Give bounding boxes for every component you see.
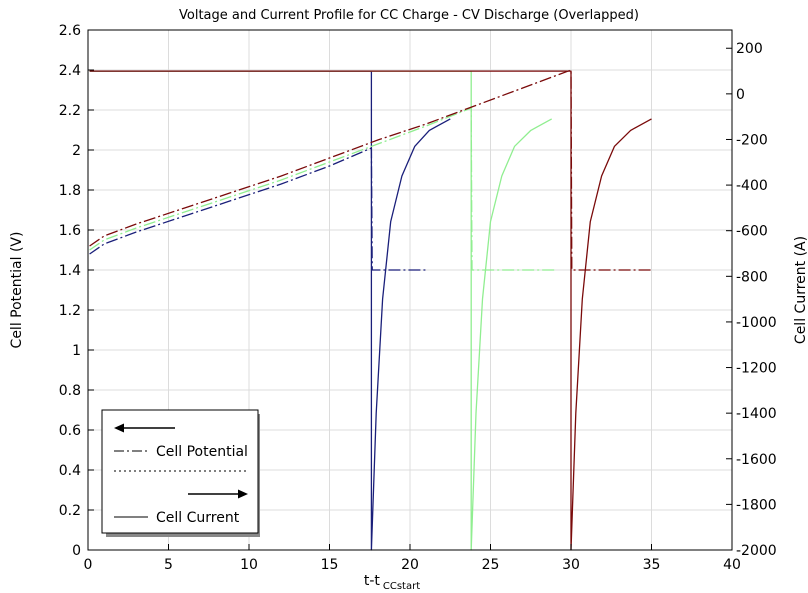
legend-arrow-left-icon <box>114 423 124 433</box>
right-y-tick-label: 200 <box>736 41 763 57</box>
legend-entry-cell-potential: Cell Potential <box>156 444 248 460</box>
series-line-current-3 <box>89 70 553 551</box>
series-line-potential-0 <box>89 147 427 271</box>
left-y-tick-label: 0.6 <box>59 423 81 439</box>
x-axis-ticks: 0 5 10 15 20 25 30 35 40 <box>84 544 741 573</box>
left-y-tick-label: 0.2 <box>59 503 81 519</box>
x-axis-title-subscript: CCstart <box>383 581 420 592</box>
legend: Cell Potential Cell Current <box>101 409 260 537</box>
right-y-tick-label: 0 <box>736 87 745 103</box>
right-y-tick-label: -1000 <box>736 315 777 331</box>
right-y-tick-label: -200 <box>736 132 768 148</box>
left-y-axis-title: Cell Potential (V) <box>9 232 25 349</box>
right-y-tick-label: -2000 <box>736 543 777 559</box>
left-y-tick-label: 2.6 <box>59 23 81 39</box>
right-y-axis-ticks: -2000-1800-1600-1400-1200-1000-800-600-4… <box>726 41 777 559</box>
left-y-tick-label: 2.2 <box>59 103 81 119</box>
left-y-tick-label: 0 <box>72 543 81 559</box>
right-y-tick-label: -1200 <box>736 361 777 377</box>
left-y-tick-label: 1.8 <box>59 183 81 199</box>
left-y-tick-label: 0.8 <box>59 383 81 399</box>
right-y-tick-label: -1400 <box>736 406 777 422</box>
x-tick-label: 5 <box>164 557 173 573</box>
series-line-current-5 <box>89 70 652 551</box>
right-y-tick-label: -1600 <box>736 452 777 468</box>
right-y-axis-title: Cell Current (A) <box>793 236 808 344</box>
left-y-axis-ticks: 0 0.2 0.4 0.6 0.8 1 1.2 1.4 1.6 1.8 2 2.2 2.4 2.6 <box>59 23 94 559</box>
series-line-potential-2 <box>89 107 555 271</box>
x-tick-label: 35 <box>643 557 661 573</box>
x-tick-label: 15 <box>321 557 339 573</box>
left-y-tick-label: 1 <box>72 343 81 359</box>
left-y-tick-label: 1.4 <box>59 263 81 279</box>
left-y-tick-label: 2 <box>72 143 81 159</box>
x-tick-label: 25 <box>482 557 500 573</box>
left-y-tick-label: 0.4 <box>59 463 81 479</box>
series-layer <box>89 69 652 551</box>
series-line-current-1 <box>89 70 451 551</box>
legend-entry-cell-current: Cell Current <box>156 510 240 526</box>
x-tick-label: 30 <box>562 557 580 573</box>
x-tick-label: 20 <box>401 557 419 573</box>
left-y-tick-label: 1.6 <box>59 223 81 239</box>
right-y-tick-label: -800 <box>736 269 768 285</box>
right-y-tick-label: -400 <box>736 178 768 194</box>
right-y-tick-label: -1800 <box>736 497 777 513</box>
legend-arrow-right-icon <box>238 489 248 499</box>
x-axis-title-main: t-t <box>364 573 381 589</box>
left-y-tick-label: 2.4 <box>59 63 81 79</box>
x-tick-label: 40 <box>723 557 741 573</box>
series-line-potential-4 <box>89 69 652 271</box>
left-y-tick-label: 1.2 <box>59 303 81 319</box>
right-y-tick-label: -600 <box>736 224 768 240</box>
x-tick-label: 10 <box>240 557 258 573</box>
x-tick-label: 0 <box>84 557 93 573</box>
chart-title: Voltage and Current Profile for CC Charg… <box>179 8 639 23</box>
x-axis-title: t-t CCstart <box>364 573 420 592</box>
